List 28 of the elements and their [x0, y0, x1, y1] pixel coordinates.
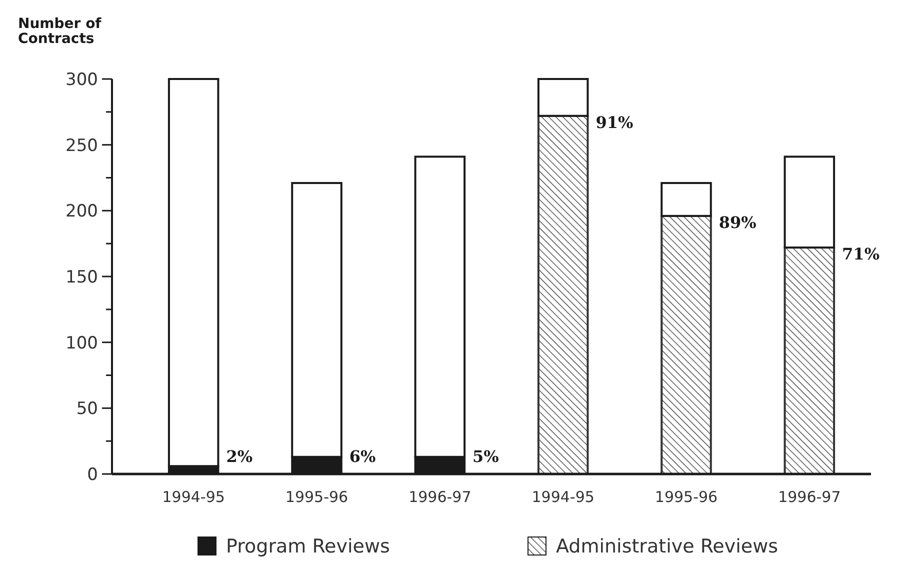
annotation: 71% — [842, 244, 880, 264]
bar — [660, 182, 712, 217]
x-tick-label: 1994-95 — [532, 488, 594, 506]
annotation: 91% — [596, 112, 634, 132]
bar — [537, 78, 589, 117]
bar — [660, 214, 712, 475]
annotation: 6% — [349, 447, 376, 466]
bar — [537, 114, 589, 475]
y-tick-label: 300 — [66, 70, 98, 90]
y-axis-title: Number of Contracts — [18, 16, 102, 47]
y-tick-label: 250 — [66, 136, 98, 156]
x-tick-label: 1995-96 — [285, 488, 348, 506]
bar — [784, 156, 836, 249]
annotation: 89% — [718, 212, 756, 232]
x-tick-label: 1996-97 — [778, 488, 841, 506]
y-tick-label: 150 — [66, 267, 98, 288]
y-tick-label: 100 — [66, 333, 98, 354]
bar — [784, 246, 836, 475]
y-tick-label: 0 — [87, 464, 98, 485]
x-tick-label: 1995-96 — [654, 488, 718, 506]
annotation: 2% — [226, 447, 253, 466]
y-tick-label: 50 — [76, 399, 98, 420]
x-tick-label: 1996-97 — [408, 488, 472, 506]
annotation: 5% — [472, 447, 499, 466]
legend-label: Administrative Reviews — [556, 536, 778, 558]
legend-label: Program Reviews — [226, 536, 390, 558]
x-tick-label: 1994-95 — [162, 488, 225, 506]
y-tick-label: 200 — [66, 202, 98, 222]
